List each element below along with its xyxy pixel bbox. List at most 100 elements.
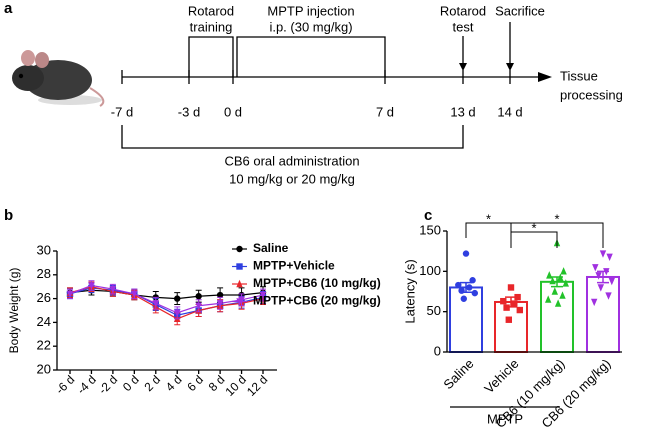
x-tick-label: 0 d <box>120 372 142 394</box>
timeline-label: Sacrifice <box>495 3 545 18</box>
timeline-label: Rotarod <box>188 3 234 18</box>
data-point <box>511 300 518 307</box>
marker <box>131 290 138 299</box>
y-tick-label: 24 <box>37 314 51 329</box>
data-point <box>606 253 613 262</box>
group-label: MPTP <box>487 411 523 426</box>
x-tick-label: 12 d <box>244 372 270 398</box>
y-tick-label: 150 <box>419 222 441 237</box>
panel-label: c <box>424 207 432 224</box>
data-point <box>562 279 569 287</box>
series-line <box>69 286 264 320</box>
timeline <box>121 22 552 149</box>
day-label: -3 d <box>178 104 200 119</box>
y-tick-label: 30 <box>37 242 51 257</box>
data-point <box>559 291 566 299</box>
panel-label: b <box>4 207 13 224</box>
data-point <box>608 277 615 286</box>
y-tick-label: 20 <box>37 361 51 376</box>
marker <box>236 279 243 288</box>
data-point <box>458 287 465 294</box>
data-point <box>466 284 473 291</box>
x-tick-label: 2 d <box>141 372 163 394</box>
data-point <box>557 273 564 281</box>
day-label: 0 d <box>224 104 242 119</box>
x-tick-label: -4 d <box>74 372 99 397</box>
data-point <box>599 250 607 258</box>
data-point <box>460 295 467 302</box>
data-point <box>500 297 507 305</box>
y-tick-label: 28 <box>37 266 51 281</box>
mouse-illustration <box>12 50 105 107</box>
y-axis-label: Body Weight (g) <box>7 268 21 354</box>
timeline-label: i.p. (30 mg/kg) <box>269 19 352 34</box>
data-point <box>595 272 602 280</box>
data-point <box>591 298 598 307</box>
significance-label: * <box>554 211 559 226</box>
timeline-label: Tissue <box>560 68 598 83</box>
data-point <box>603 268 610 276</box>
x-tick-label: 6 d <box>184 372 206 394</box>
timeline-label: processing <box>560 87 623 102</box>
legend-label: MPTP+CB6 (10 mg/kg) <box>253 276 381 290</box>
data-point <box>560 267 567 275</box>
data-point <box>554 299 562 307</box>
x-tick-label: Saline <box>440 356 476 392</box>
x-tick-label: Vehicle <box>481 356 521 396</box>
legend-label: MPTP+CB6 (20 mg/kg) <box>253 294 381 308</box>
x-tick-label: -2 d <box>96 372 121 397</box>
data-point <box>516 306 523 314</box>
data-point <box>505 316 512 323</box>
day-label: 7 d <box>376 104 394 119</box>
timeline-label: training <box>190 19 233 34</box>
day-label: 14 d <box>497 104 522 119</box>
marker <box>236 263 243 270</box>
y-tick-label: 22 <box>37 338 51 353</box>
marker <box>195 293 202 300</box>
data-point <box>455 281 462 289</box>
marker <box>195 302 202 310</box>
timeline-label: Rotarod <box>440 3 486 18</box>
timeline-label: MPTP injection <box>267 3 354 18</box>
data-point <box>551 287 558 295</box>
x-tick-label: 4 d <box>163 372 185 394</box>
y-axis-label: Latency (s) <box>402 259 417 323</box>
marker <box>152 300 159 308</box>
day-label: -7 d <box>111 104 133 119</box>
marker <box>216 291 224 299</box>
y-tick-label: 100 <box>419 263 441 278</box>
y-tick-label: 50 <box>427 303 441 318</box>
marker <box>236 298 243 306</box>
marker <box>109 285 117 294</box>
legend-label: Saline <box>253 241 289 255</box>
bar <box>586 275 620 354</box>
y-tick-label: 0 <box>434 343 441 358</box>
series-line <box>69 289 264 300</box>
data-point <box>549 276 556 285</box>
data-point <box>514 293 521 301</box>
x-tick-label: 10 d <box>223 372 249 398</box>
data-point <box>605 292 612 300</box>
marker <box>88 282 95 290</box>
data-point <box>592 264 599 272</box>
data-point <box>462 250 470 257</box>
marker <box>66 290 74 299</box>
panel-label: a <box>4 0 13 17</box>
series-line <box>69 284 264 314</box>
significance-label: * <box>486 211 491 226</box>
data-point <box>545 295 552 303</box>
data-point <box>469 277 476 284</box>
bar <box>540 280 574 354</box>
marker <box>174 295 181 302</box>
marker <box>236 245 243 253</box>
y-tick-label: 26 <box>37 290 51 305</box>
timeline-label: 10 mg/kg or 20 mg/kg <box>229 171 355 186</box>
marker <box>216 300 224 308</box>
day-label: 13 d <box>450 104 475 119</box>
timeline-label: CB6 oral administration <box>224 153 359 168</box>
data-point <box>597 284 604 292</box>
data-point <box>546 271 553 279</box>
significance-bracket <box>510 222 604 248</box>
marker <box>174 309 181 318</box>
